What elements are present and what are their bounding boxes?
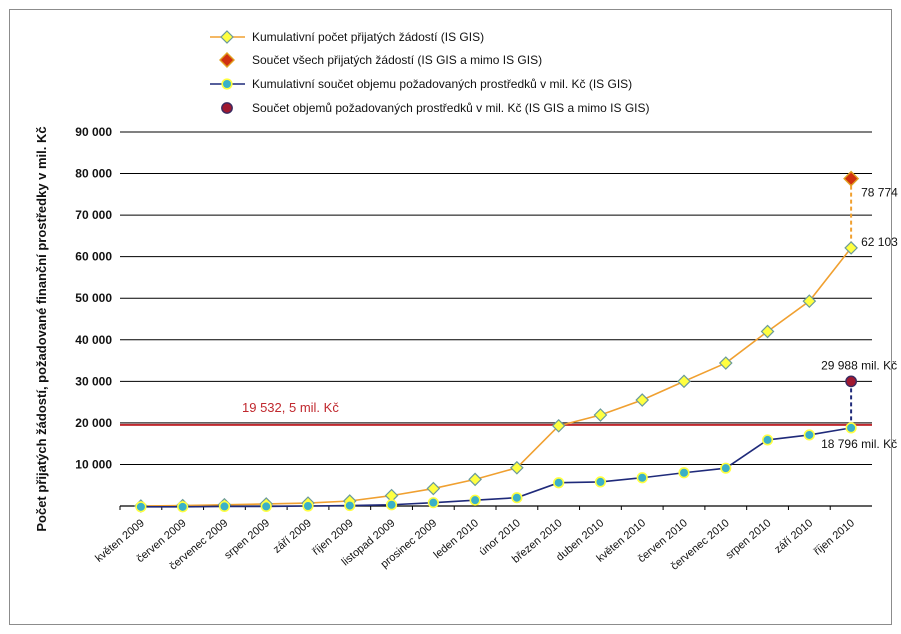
point-funds	[636, 472, 648, 484]
reference-line-group: 19 532, 5 mil. Kč	[120, 400, 872, 426]
legend-label: Kumulativní počet přijatých žádostí (IS …	[252, 30, 484, 44]
y-tick-label: 60 000	[75, 250, 112, 264]
point-requests	[468, 472, 482, 487]
point-funds	[344, 499, 356, 512]
legend-label: Kumulativní součet objemu požadovaných p…	[252, 77, 632, 91]
x-tick-label: srpen 2010	[724, 517, 774, 562]
point-funds	[302, 500, 314, 512]
point-funds	[469, 494, 481, 506]
point-funds	[803, 429, 815, 441]
legend-marker	[221, 102, 233, 114]
point-funds	[260, 500, 272, 513]
point-funds	[553, 477, 565, 489]
annotations-group: 78 774 62 103 29 988 mil. Kč 18 796 mil. Kč	[821, 186, 898, 451]
gridlines	[120, 131, 872, 507]
point-funds	[594, 476, 607, 488]
data-label: 18 796 mil. Kč	[821, 437, 897, 451]
y-tick-label: 40 000	[75, 333, 112, 347]
data-label: 78 774	[861, 186, 898, 200]
point-funds	[845, 422, 857, 434]
x-tick-label: leden 2010	[432, 517, 481, 561]
series-line-funds	[140, 427, 852, 508]
legend-marker	[221, 78, 233, 90]
point-total-requests	[843, 170, 860, 187]
y-axis-label: Počet přijatých žádostí, požadované fina…	[34, 126, 49, 531]
legend: Kumulativní počet přijatých žádostí (IS …	[210, 30, 650, 115]
data-label: 62 103	[861, 235, 898, 249]
y-tick-label: 20 000	[75, 416, 112, 430]
x-tick-label: září 2010	[772, 517, 815, 556]
point-funds	[678, 467, 690, 479]
y-tick-label: 30 000	[75, 374, 112, 388]
point-requests	[593, 408, 608, 422]
point-funds	[177, 501, 189, 513]
x-tick-label: srpen 2009	[222, 517, 272, 562]
point-funds	[427, 497, 439, 509]
point-requests	[760, 324, 775, 339]
point-requests	[510, 460, 524, 475]
legend-marker	[220, 30, 234, 44]
point-requests	[844, 241, 858, 255]
chart-frame	[9, 9, 892, 625]
point-funds	[135, 501, 147, 513]
x-tick-label: říjen 2010	[812, 517, 857, 558]
point-requests	[802, 294, 817, 308]
point-funds	[385, 499, 398, 511]
series-group	[134, 170, 860, 513]
point-requests	[718, 356, 733, 370]
y-tick-label: 70 000	[75, 208, 112, 222]
point-funds	[511, 492, 523, 504]
reference-line-label: 19 532, 5 mil. Kč	[242, 400, 339, 415]
point-requests	[635, 393, 650, 407]
point-funds	[720, 462, 732, 474]
legend-label: Součet všech přijatých žádostí (IS GIS a…	[252, 53, 542, 67]
legend-label: Součet objemů požadovaných prostředků v …	[252, 101, 650, 115]
y-tick-label: 50 000	[75, 291, 112, 305]
point-requests	[426, 481, 441, 496]
legend-marker	[219, 52, 235, 68]
point-funds	[761, 434, 774, 446]
point-requests	[551, 418, 566, 433]
data-label: 29 988 mil. Kč	[821, 358, 897, 372]
y-tick-label: 90 000	[75, 125, 112, 139]
y-tick-label: 80 000	[75, 167, 112, 181]
point-funds	[218, 500, 231, 513]
series-line-requests	[140, 247, 852, 507]
y-axis-ticks: 90 000 80 000 70 000 60 000 50 000 40 000 30 0…	[75, 125, 112, 471]
point-requests	[677, 374, 691, 389]
x-tick-label: září 2009	[271, 517, 314, 556]
point-total-funds	[845, 375, 858, 388]
y-tick-label: 10 000	[75, 457, 112, 471]
